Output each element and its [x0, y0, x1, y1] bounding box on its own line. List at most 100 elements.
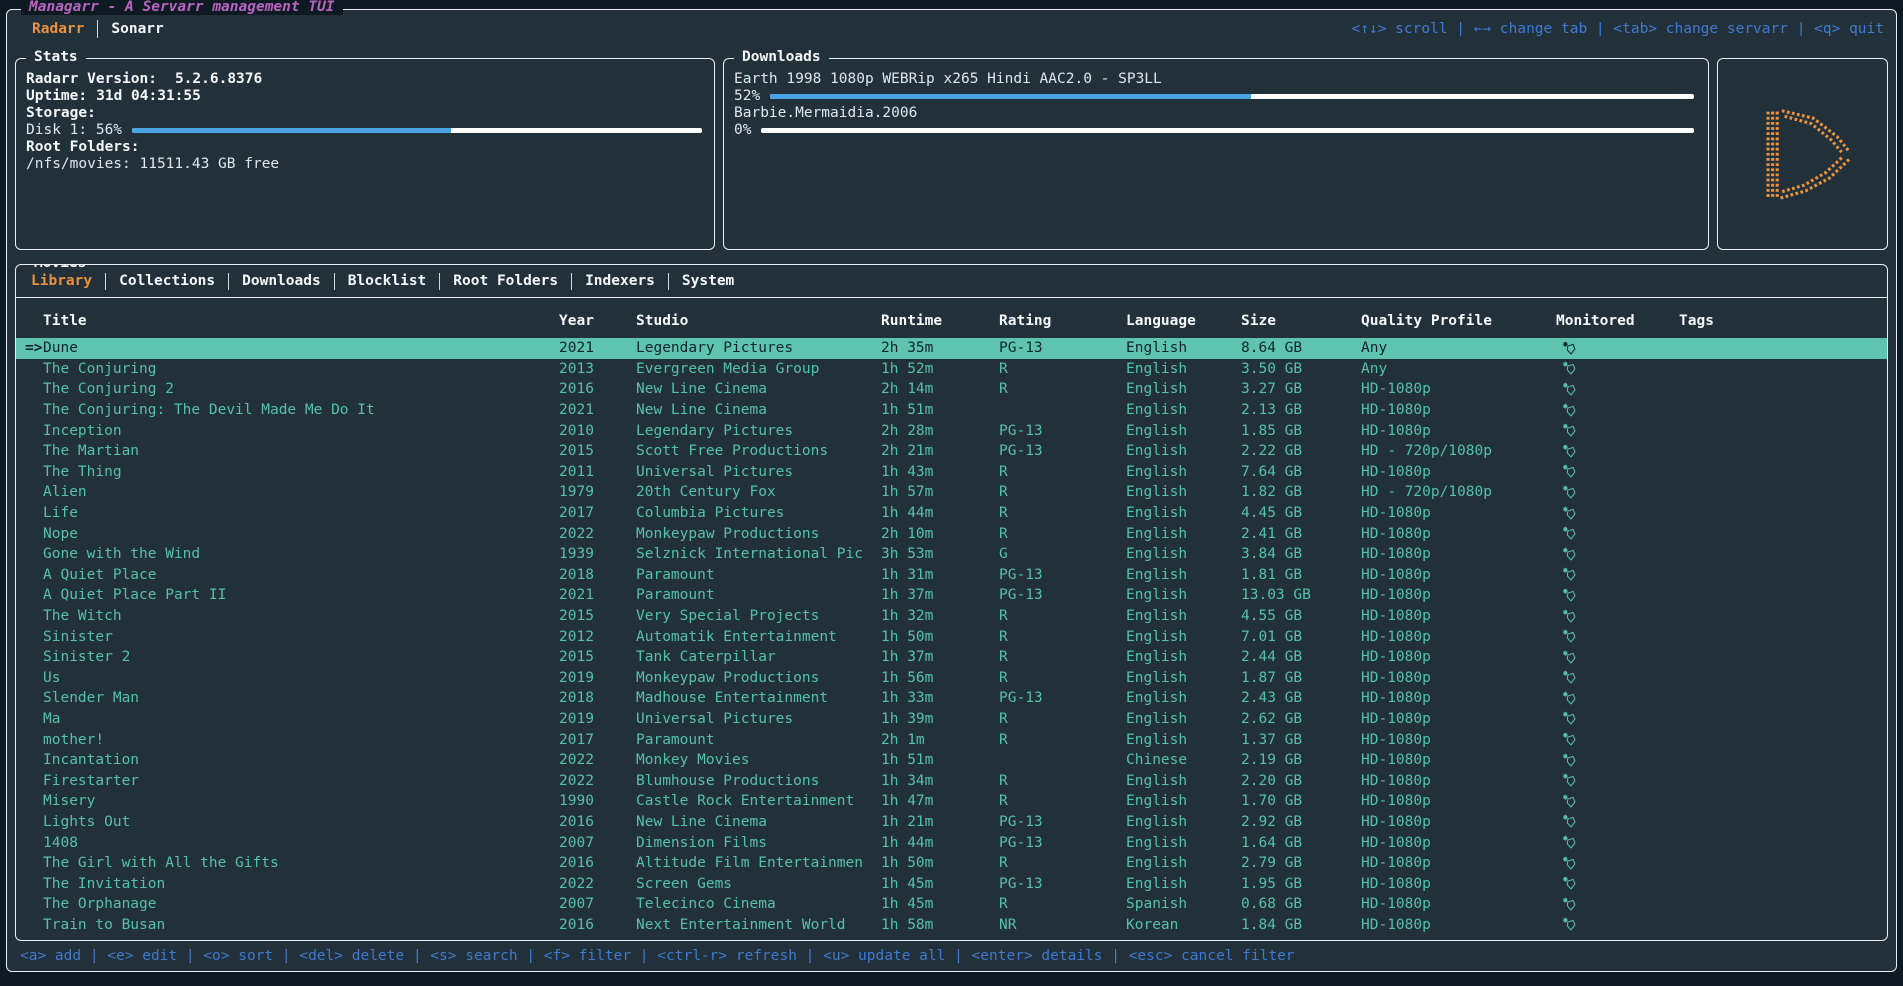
cell-size: 2.19 GB [1241, 752, 1303, 769]
tab-radarr[interactable]: Radarr [32, 21, 85, 37]
table-row[interactable]: A Quiet Place 2018 Paramount 1h 31m PG-13 Eng… [16, 565, 1887, 586]
tag-icon [1563, 876, 1576, 890]
stats-rootfolders-label: Root Folders: [26, 139, 140, 155]
cell-quality_profile: HD-1080p [1361, 422, 1431, 439]
table-row[interactable]: Incantation 2022 Monkey Movies 1h 51m Chines… [16, 750, 1887, 771]
movies-tab-collections[interactable]: Collections [105, 273, 228, 290]
column-header-rating: Rating [999, 313, 1052, 329]
cell-rating: R [999, 669, 1008, 686]
cell-runtime: 1h 34m [881, 772, 934, 789]
movies-tab-bar: Library Collections Downloads Blocklist Root… [16, 265, 1887, 298]
cell-size: 7.01 GB [1241, 628, 1303, 645]
movies-tab-blocklist[interactable]: Blocklist [333, 273, 440, 290]
cell-quality_profile: HD-1080p [1361, 834, 1431, 851]
table-row[interactable]: Nope 2022 Monkeypaw Productions 2h 10m R Engl… [16, 523, 1887, 544]
table-row[interactable]: Sinister 2012 Automatik Entertainment 1h 50… [16, 626, 1887, 647]
table-row[interactable]: Life 2017 Columbia Pictures 1h 44m R English 4… [16, 503, 1887, 524]
cell-runtime: 1h 21m [881, 813, 934, 830]
cell-monitored [1556, 464, 1679, 479]
download-name: Barbie.Mermaidia.2006 [734, 105, 918, 121]
tag-icon [1563, 650, 1576, 664]
cell-title: Incantation [43, 752, 140, 769]
table-row[interactable]: The Conjuring 2013 Evergreen Media Group 1h… [16, 359, 1887, 380]
cell-year: 2016 [559, 855, 594, 872]
cell-year: 2022 [559, 525, 594, 542]
cell-language: English [1126, 669, 1188, 686]
table-row[interactable]: 1408 2007 Dimension Films 1h 44m PG-13 Englis… [16, 832, 1887, 853]
cell-studio: New Line Cinema [636, 402, 767, 419]
download-progressbar [761, 128, 1694, 133]
cell-quality_profile: HD-1080p [1361, 916, 1431, 933]
table-row[interactable]: Firestarter 2022 Blumhouse Productions 1h 3… [16, 770, 1887, 791]
cell-studio: Monkeypaw Productions [636, 525, 820, 542]
disk-usage-progressbar [132, 128, 702, 133]
cell-title: Alien [43, 484, 87, 501]
table-row[interactable]: Us 2019 Monkeypaw Productions 1h 56m R Englis… [16, 668, 1887, 689]
cell-title: Nope [43, 525, 78, 542]
cell-quality_profile: HD-1080p [1361, 793, 1431, 810]
movies-tab-library[interactable]: Library [31, 273, 93, 289]
table-row[interactable]: The Conjuring: The Devil Made Me Do It 20… [16, 400, 1887, 421]
table-row[interactable]: The Girl with All the Gifts 2016 Altitude … [16, 853, 1887, 874]
movies-tab-root-folders[interactable]: Root Folders [439, 273, 571, 290]
cell-language: English [1126, 505, 1188, 522]
cell-quality_profile: HD-1080p [1361, 752, 1431, 769]
tag-icon [1563, 568, 1576, 582]
cell-year: 2011 [559, 463, 594, 480]
cell-quality_profile: HD-1080p [1361, 628, 1431, 645]
cell-monitored [1556, 526, 1679, 541]
cell-year: 2013 [559, 360, 594, 377]
cell-quality_profile: HD-1080p [1361, 669, 1431, 686]
cell-language: English [1126, 834, 1188, 851]
cell-monitored [1556, 814, 1679, 829]
movies-tab-system[interactable]: System [667, 273, 747, 290]
table-row[interactable]: Ma 2019 Universal Pictures 1h 39m R English 2.… [16, 709, 1887, 730]
cell-studio: Castle Rock Entertainment [636, 793, 855, 810]
table-row[interactable]: Train to Busan 2016 Next Entertainment Wor… [16, 915, 1887, 936]
stats-panel: Stats Radarr Version: 5.2.6.8376 Uptime: 3… [15, 49, 715, 250]
table-row[interactable]: Gone with the Wind 1939 Selznick Internati… [16, 544, 1887, 565]
cell-quality_profile: HD-1080p [1361, 896, 1431, 913]
downloads-panel: Downloads Earth 1998 1080p WEBRip x265 H… [723, 49, 1709, 250]
cell-size: 1.81 GB [1241, 566, 1303, 583]
cell-language: English [1126, 587, 1188, 604]
cell-size: 1.82 GB [1241, 484, 1303, 501]
download-progress-line: 0% [734, 122, 1694, 139]
footer-keybindings: <a> add | <e> edit | <o> sort | <del> de… [20, 948, 1295, 964]
cell-size: 2.62 GB [1241, 710, 1303, 727]
cell-title: A Quiet Place Part II [43, 587, 227, 604]
table-row[interactable]: Inception 2010 Legendary Pictures 2h 28m PG-… [16, 420, 1887, 441]
table-row[interactable]: The Thing 2011 Universal Pictures 1h 43m R En… [16, 462, 1887, 483]
cell-monitored [1556, 382, 1679, 397]
cell-runtime: 1h 56m [881, 669, 934, 686]
tab-sonarr[interactable]: Sonarr [97, 20, 176, 38]
table-row[interactable]: Sinister 2 2015 Tank Caterpillar 1h 37m R Eng… [16, 647, 1887, 668]
cell-rating: PG-13 [999, 813, 1043, 830]
cell-year: 2018 [559, 566, 594, 583]
table-row[interactable]: Alien 1979 20th Century Fox 1h 57m R English 1… [16, 482, 1887, 503]
movies-tab-indexers[interactable]: Indexers [571, 273, 668, 290]
table-row[interactable]: A Quiet Place Part II 2021 Paramount 1h 37m… [16, 585, 1887, 606]
movies-tab-downloads[interactable]: Downloads [228, 273, 334, 290]
tag-icon [1563, 609, 1576, 623]
cell-studio: Paramount [636, 731, 715, 748]
table-row[interactable]: Lights Out 2016 New Line Cinema 1h 21m PG-13… [16, 812, 1887, 833]
table-row[interactable]: mother! 2017 Paramount 2h 1m R English 1.37 GB… [16, 729, 1887, 750]
cell-size: 2.44 GB [1241, 649, 1303, 666]
table-row[interactable]: The Martian 2015 Scott Free Productions 2h … [16, 441, 1887, 462]
table-row[interactable]: The Witch 2015 Very Special Projects 1h 32m… [16, 606, 1887, 627]
table-row[interactable]: => Dune 2021 Legendary Pictures 2h 35m PG-13 E… [16, 338, 1887, 359]
cell-quality_profile: HD-1080p [1361, 608, 1431, 625]
table-row[interactable]: The Conjuring 2 2016 New Line Cinema 2h 14m… [16, 379, 1887, 400]
cell-studio: Universal Pictures [636, 463, 794, 480]
table-row[interactable]: The Orphanage 2007 Telecinco Cinema 1h 45m R… [16, 894, 1887, 915]
cell-runtime: 1h 44m [881, 834, 934, 851]
cell-title: Misery [43, 793, 96, 810]
table-row[interactable]: Slender Man 2018 Madhouse Entertainment 1h … [16, 688, 1887, 709]
cell-year: 2021 [559, 402, 594, 419]
tag-icon [1563, 362, 1576, 376]
cell-runtime: 1h 45m [881, 875, 934, 892]
table-row[interactable]: Misery 1990 Castle Rock Entertainment 1h 47… [16, 791, 1887, 812]
table-row[interactable]: The Invitation 2022 Screen Gems 1h 45m PG-13… [16, 873, 1887, 894]
cell-rating: PG-13 [999, 340, 1043, 357]
